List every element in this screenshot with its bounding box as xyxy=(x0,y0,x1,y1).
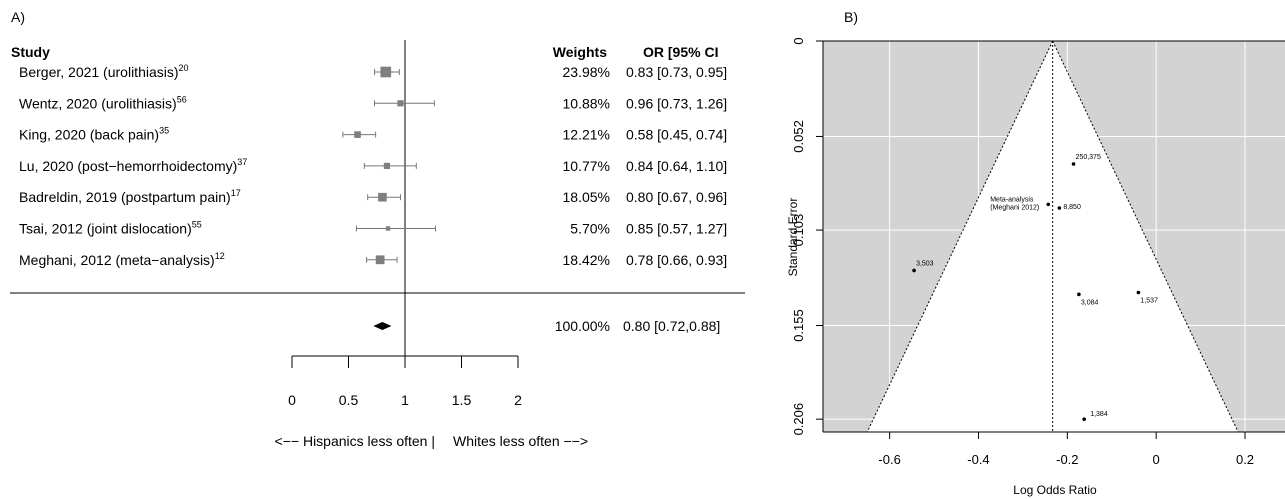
point-label-line2: (Meghani 2012) xyxy=(990,204,1039,211)
x-axis-title: Log Odds Ratio xyxy=(1013,483,1097,497)
summary-or-ci: 0.80 [0.72,0.88] xyxy=(623,318,720,334)
data-point xyxy=(1046,202,1051,207)
study-weight: 5.70% xyxy=(570,221,610,237)
point-label: 250,375 xyxy=(1076,154,1101,161)
x-tick-label: 0.5 xyxy=(339,392,359,408)
study-point xyxy=(383,162,391,169)
study-name: Wentz, 2020 (urolithiasis) xyxy=(19,95,177,111)
x-tick-label: 0 xyxy=(1153,452,1160,467)
summary-diamond xyxy=(373,322,392,330)
x-tick-label: 0 xyxy=(288,392,296,408)
study-ref: 12 xyxy=(215,251,225,261)
point-label: 1,384 xyxy=(1090,411,1108,418)
x-tick-label: 2 xyxy=(514,392,522,408)
study-row: Tsai, 2012 (joint dislocation)55 5.70% 0.8… xyxy=(19,220,727,237)
study-ref: 35 xyxy=(159,126,169,136)
x-tick-label: 1.5 xyxy=(452,392,472,408)
summary-weight: 100.00% xyxy=(555,318,610,334)
funnel-boundary-left xyxy=(866,40,1054,433)
y-axis-title: Standard Error xyxy=(786,198,800,277)
study-ref: 55 xyxy=(192,220,202,230)
study-row: Wentz, 2020 (urolithiasis)56 10.88% 0.96 [… xyxy=(19,94,727,111)
study-weight: 10.77% xyxy=(563,158,610,174)
point-label: 1,537 xyxy=(1140,297,1158,304)
data-point xyxy=(1082,417,1087,421)
study-or-ci: 0.96 [0.73, 1.26] xyxy=(626,95,727,111)
study-weight: 18.05% xyxy=(563,189,610,205)
x-tick-label: 1 xyxy=(401,392,409,408)
y-tick-label: 0.206 xyxy=(791,403,806,436)
study-label: Berger, 2021 (urolithiasis)20 xyxy=(19,63,189,80)
study-point xyxy=(397,100,404,107)
panel-label-a: A) xyxy=(11,9,25,25)
data-point xyxy=(912,268,916,273)
y-tick-label: 0.155 xyxy=(791,309,806,342)
study-or-ci: 0.83 [0.73, 0.95] xyxy=(626,64,727,80)
x-tick-label: 0.2 xyxy=(1236,452,1254,467)
study-or-ci: 0.84 [0.64, 1.10] xyxy=(626,158,727,174)
x-tick-label: -0.4 xyxy=(967,452,989,467)
data-point xyxy=(1077,292,1081,297)
panel-label-b: B) xyxy=(844,9,858,25)
forest-plot: A) Study Weights OR [95% CI Berger, 2021 (ur… xyxy=(10,9,745,449)
study-or-ci: 0.85 [0.57, 1.27] xyxy=(626,221,727,237)
study-label: Lu, 2020 (post−hemorrhoidectomy)37 xyxy=(19,157,247,174)
funnel-region xyxy=(867,41,1239,432)
funnel-boundary-right xyxy=(1052,40,1239,433)
col-header-study: Study xyxy=(11,44,50,60)
study-row: Berger, 2021 (urolithiasis)20 23.98% 0.83 … xyxy=(19,63,727,80)
study-row: King, 2020 (back pain)35 12.21% 0.58 [0.45… xyxy=(19,126,727,143)
study-label: Meghani, 2012 (meta−analysis)12 xyxy=(19,251,225,268)
axis-caption-left: <−− Hispanics less often | xyxy=(275,433,435,449)
study-or-ci: 0.78 [0.66, 0.93] xyxy=(626,252,727,268)
study-or-ci: 0.58 [0.45, 0.74] xyxy=(626,127,727,143)
study-label: Badreldin, 2019 (postpartum pain)17 xyxy=(19,188,241,205)
study-name: Berger, 2021 (urolithiasis) xyxy=(19,64,179,80)
study-weight: 10.88% xyxy=(563,95,610,111)
point-label: 3,503 xyxy=(916,260,934,267)
study-row: Lu, 2020 (post−hemorrhoidectomy)37 10.77%… xyxy=(19,157,727,174)
study-point xyxy=(380,66,392,78)
study-label: Wentz, 2020 (urolithiasis)56 xyxy=(19,94,187,111)
study-name: Tsai, 2012 (joint dislocation) xyxy=(19,221,192,237)
study-label: Tsai, 2012 (joint dislocation)55 xyxy=(19,220,202,237)
col-header-weights: Weights xyxy=(553,44,607,60)
point-label: 8,850 xyxy=(1063,204,1081,211)
col-header-or-ci: OR [95% CI xyxy=(643,44,718,60)
study-name: Lu, 2020 (post−hemorrhoidectomy) xyxy=(19,158,237,174)
study-weight: 18.42% xyxy=(563,252,610,268)
axis-caption-right: Whites less often −−> xyxy=(453,433,588,449)
study-weight: 23.98% xyxy=(563,64,610,80)
y-tick-label: 0.052 xyxy=(791,120,806,153)
data-point xyxy=(1057,206,1062,210)
study-or-ci: 0.80 [0.67, 0.96] xyxy=(626,189,727,205)
x-tick-label: -0.2 xyxy=(1056,452,1078,467)
study-weight: 12.21% xyxy=(563,127,610,143)
study-label: King, 2020 (back pain)35 xyxy=(19,126,169,143)
study-ref: 20 xyxy=(179,63,189,73)
point-label: 3,084 xyxy=(1081,299,1099,306)
study-name: Badreldin, 2019 (postpartum pain) xyxy=(19,189,231,205)
study-point xyxy=(354,131,361,138)
study-name: King, 2020 (back pain) xyxy=(19,127,159,143)
y-tick-label: 0.103 xyxy=(791,214,806,247)
study-row: Meghani, 2012 (meta−analysis)12 18.42% 0.7… xyxy=(19,251,727,268)
study-point xyxy=(375,255,385,265)
funnel-plot: B) 250,375 8,850 Meta-analysis(Meghani 2012… xyxy=(786,9,1285,497)
data-point xyxy=(1071,162,1076,166)
study-point xyxy=(385,226,391,231)
study-ref: 17 xyxy=(231,188,241,198)
study-point xyxy=(378,192,387,202)
y-tick-label: 0 xyxy=(791,37,806,44)
point-label: Meta-analysis xyxy=(990,196,1034,203)
study-ref: 37 xyxy=(237,157,247,167)
study-name: Meghani, 2012 (meta−analysis) xyxy=(19,252,215,268)
study-row: Badreldin, 2019 (postpartum pain)17 18.05… xyxy=(19,188,727,205)
study-ref: 56 xyxy=(177,94,187,104)
x-tick-label: -0.6 xyxy=(878,452,900,467)
data-point xyxy=(1136,290,1141,295)
